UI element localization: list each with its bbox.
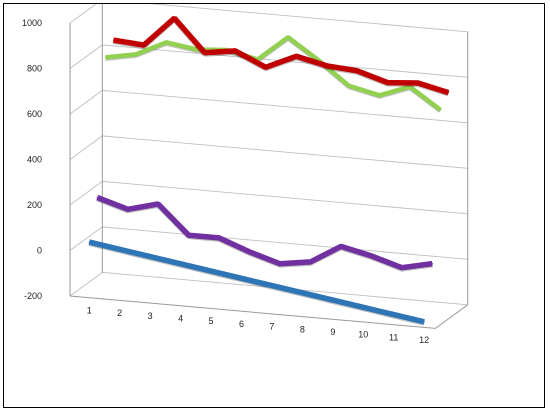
series-line [105, 35, 442, 112]
x-tick-label: 8 [300, 324, 305, 334]
x-tick-label: 12 [419, 335, 429, 345]
x-axis-ticks: 1 2 3 4 5 6 7 8 9 10 11 12 [87, 305, 429, 345]
floor-edge [69, 295, 468, 329]
data-point [332, 299, 334, 301]
series-line [113, 16, 450, 96]
series-lines [88, 16, 450, 326]
x-tick-label: 2 [117, 308, 122, 318]
y-tick-label: 0 [37, 246, 42, 256]
x-tick-label: 4 [178, 313, 183, 323]
data-point [234, 50, 236, 52]
data-point [287, 36, 289, 38]
data-point [180, 263, 182, 265]
y-tick-label: 400 [27, 155, 42, 165]
data-point [112, 39, 115, 41]
data-point [240, 277, 243, 279]
data-point [127, 208, 129, 210]
data-point [417, 82, 419, 84]
data-point [309, 261, 312, 263]
data-point [210, 270, 212, 272]
x-tick-label: 6 [239, 319, 244, 329]
data-point [143, 44, 145, 46]
data-point [447, 92, 449, 94]
data-point [157, 203, 159, 205]
series-line [96, 194, 433, 271]
data-point [431, 263, 433, 265]
y-tick-label: 600 [27, 109, 42, 119]
gridline [69, 4, 468, 33]
data-point [423, 321, 425, 323]
data-point [173, 17, 175, 19]
data-point [279, 263, 281, 265]
data-point [409, 86, 411, 88]
data-point [348, 85, 350, 87]
data-point [149, 256, 151, 258]
data-point [439, 109, 441, 111]
data-point [165, 41, 167, 43]
data-point [204, 52, 206, 54]
data-point [196, 48, 198, 51]
data-point [370, 255, 372, 257]
data-point [301, 292, 303, 294]
y-tick-label: -200 [24, 291, 42, 301]
data-point [249, 251, 251, 253]
y-tick-label: 200 [27, 200, 42, 210]
data-point [326, 65, 328, 67]
chart-frame: -200 0 200 400 600 800 1000 1 2 3 4 5 6 7 8 9 10 11 12 [3, 3, 545, 408]
x-tick-label: 10 [358, 330, 368, 340]
data-point [386, 82, 389, 84]
y-axis-ticks: -200 0 200 400 600 800 1000 [22, 18, 42, 301]
data-point [401, 267, 403, 269]
data-point [393, 314, 395, 316]
data-point [96, 196, 98, 199]
x-tick-label: 1 [87, 305, 92, 315]
data-point [104, 56, 106, 59]
data-point [295, 55, 297, 57]
data-point [218, 237, 220, 239]
gridline [69, 135, 468, 169]
x-tick-label: 5 [209, 316, 214, 326]
x-tick-label: 9 [330, 327, 335, 337]
y-tick-label: 800 [27, 64, 42, 74]
chart-walls [69, 4, 469, 329]
x-tick-label: 3 [148, 311, 153, 321]
data-point [356, 70, 358, 72]
data-point [188, 234, 190, 236]
x-tick-label: 11 [389, 332, 398, 342]
data-point [271, 285, 273, 287]
data-point [265, 66, 267, 68]
x-tick-label: 7 [269, 322, 274, 332]
data-point [135, 53, 137, 56]
data-point [340, 245, 342, 247]
gridline [69, 89, 468, 124]
data-point [362, 306, 364, 308]
data-point [88, 241, 90, 243]
series-line [88, 239, 425, 325]
data-point [378, 94, 381, 96]
data-point [119, 248, 121, 250]
y-tick-label: 1000 [22, 18, 42, 28]
